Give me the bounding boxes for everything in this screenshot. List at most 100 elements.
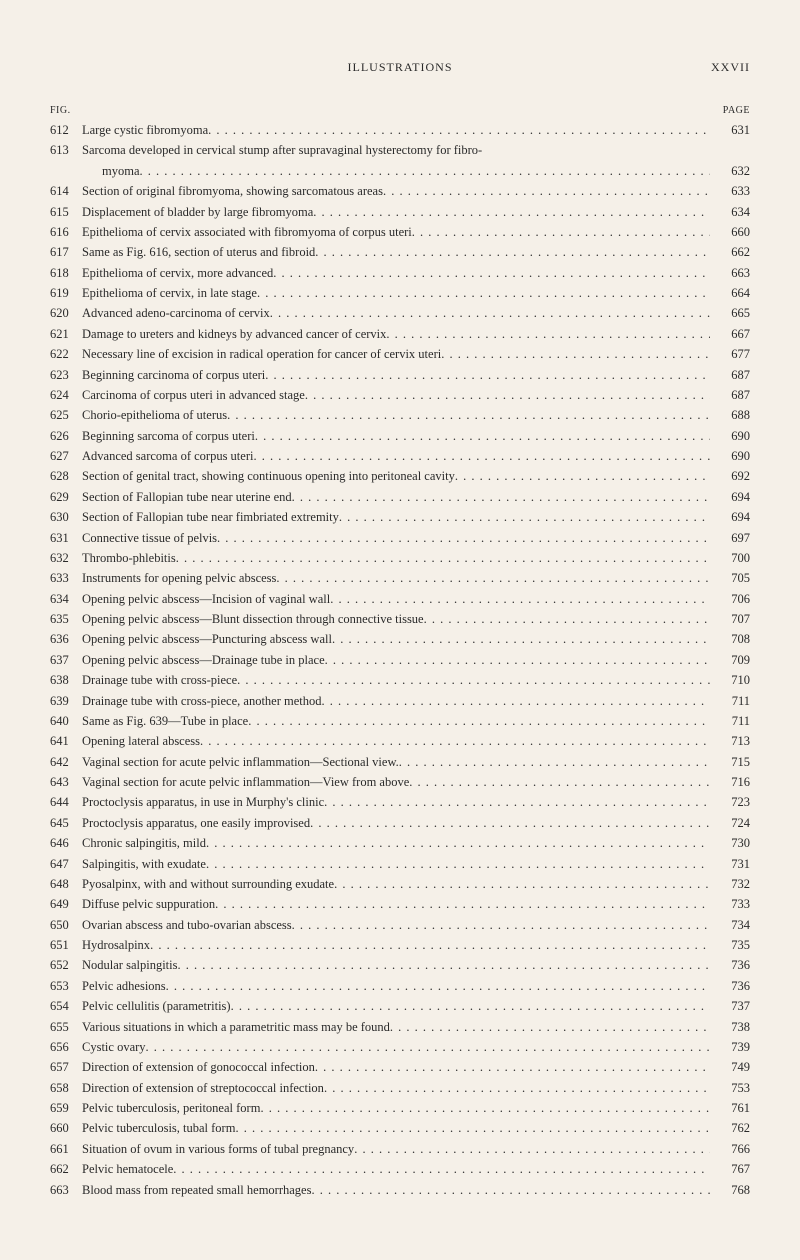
list-item: 644 Proctoclysis apparatus, in use in Mu… bbox=[50, 793, 750, 812]
page-number: 687 bbox=[710, 366, 750, 385]
figure-number: 637 bbox=[50, 651, 82, 670]
list-item: 634 Opening pelvic abscess—Incision of v… bbox=[50, 590, 750, 609]
figure-number: 661 bbox=[50, 1140, 82, 1159]
figure-number: 634 bbox=[50, 590, 82, 609]
page-number: 706 bbox=[710, 590, 750, 609]
page-number: 690 bbox=[710, 427, 750, 446]
figure-number: 646 bbox=[50, 834, 82, 853]
figure-description: Epithelioma of cervix, in late stage bbox=[82, 284, 710, 303]
figure-number: 617 bbox=[50, 243, 82, 262]
figure-description: Damage to ureters and kidneys by advance… bbox=[82, 325, 710, 344]
list-item: 617 Same as Fig. 616, section of uterus … bbox=[50, 243, 750, 262]
page-number: 723 bbox=[710, 793, 750, 812]
page-number: 697 bbox=[710, 529, 750, 548]
page-number: 700 bbox=[710, 549, 750, 568]
page-number: 735 bbox=[710, 936, 750, 955]
list-item: 632 Thrombo-phlebitis 700 bbox=[50, 549, 750, 568]
list-item: 627 Advanced sarcoma of corpus uteri 690 bbox=[50, 447, 750, 466]
list-item: 636 Opening pelvic abscess—Puncturing ab… bbox=[50, 630, 750, 649]
figure-number: 642 bbox=[50, 753, 82, 772]
list-item: 654 Pelvic cellulitis (parametritis) 737 bbox=[50, 997, 750, 1016]
figure-number: 663 bbox=[50, 1181, 82, 1200]
figure-number: 648 bbox=[50, 875, 82, 894]
figure-number: 658 bbox=[50, 1079, 82, 1098]
figure-description: Sarcoma developed in cervical stump afte… bbox=[82, 141, 710, 160]
figure-description: Connective tissue of pelvis bbox=[82, 529, 710, 548]
list-item: 621 Damage to ureters and kidneys by adv… bbox=[50, 325, 750, 344]
figure-number: 638 bbox=[50, 671, 82, 690]
page-number: 749 bbox=[710, 1058, 750, 1077]
figure-description: Direction of extension of gonococcal inf… bbox=[82, 1058, 710, 1077]
page-number: 734 bbox=[710, 916, 750, 935]
figure-number: 618 bbox=[50, 264, 82, 283]
list-item: 619 Epithelioma of cervix, in late stage… bbox=[50, 284, 750, 303]
figure-description: Carcinoma of corpus uteri in advanced st… bbox=[82, 386, 710, 405]
figure-description: Chorio-epithelioma of uterus bbox=[82, 406, 710, 425]
list-item: 645 Proctoclysis apparatus, one easily i… bbox=[50, 814, 750, 833]
list-item: 640 Same as Fig. 639—Tube in place 711 bbox=[50, 712, 750, 731]
figure-description: Section of genital tract, showing contin… bbox=[82, 467, 710, 486]
figure-description: Same as Fig. 639—Tube in place bbox=[82, 712, 710, 731]
list-item: 614 Section of original fibromyoma, show… bbox=[50, 182, 750, 201]
figure-number: 622 bbox=[50, 345, 82, 364]
figure-description: Opening pelvic abscess—Drainage tube in … bbox=[82, 651, 710, 670]
page-column-label: PAGE bbox=[723, 105, 750, 116]
page-number: 660 bbox=[710, 223, 750, 242]
list-item: 638 Drainage tube with cross-piece 710 bbox=[50, 671, 750, 690]
list-item: 628 Section of genital tract, showing co… bbox=[50, 467, 750, 486]
figure-number: 654 bbox=[50, 997, 82, 1016]
page-number: 711 bbox=[710, 692, 750, 711]
page-number: 634 bbox=[710, 203, 750, 222]
figure-number: 645 bbox=[50, 814, 82, 833]
figure-description: Opening pelvic abscess—Puncturing absces… bbox=[82, 630, 710, 649]
list-item: 650 Ovarian abscess and tubo-ovarian abs… bbox=[50, 916, 750, 935]
page-number: 688 bbox=[710, 406, 750, 425]
figure-number: 660 bbox=[50, 1119, 82, 1138]
page-number: 716 bbox=[710, 773, 750, 792]
figure-number: 624 bbox=[50, 386, 82, 405]
figure-description: Section of original fibromyoma, showing … bbox=[82, 182, 710, 201]
list-item: 658 Direction of extension of streptococ… bbox=[50, 1079, 750, 1098]
list-item: 649 Diffuse pelvic suppuration 733 bbox=[50, 895, 750, 914]
figure-number: 632 bbox=[50, 549, 82, 568]
list-item: 663 Blood mass from repeated small hemor… bbox=[50, 1181, 750, 1200]
page-number: 707 bbox=[710, 610, 750, 629]
figure-number: 639 bbox=[50, 692, 82, 711]
page-number: 662 bbox=[710, 243, 750, 262]
page-number: 687 bbox=[710, 386, 750, 405]
list-item: 655 Various situations in which a parame… bbox=[50, 1018, 750, 1037]
illustrations-list: 612 Large cystic fibromyoma 631 613 Sarc… bbox=[50, 121, 750, 1200]
figure-number: 659 bbox=[50, 1099, 82, 1118]
list-item: 635 Opening pelvic abscess—Blunt dissect… bbox=[50, 610, 750, 629]
page-number: 667 bbox=[710, 325, 750, 344]
page-header: ILLUSTRATIONS XXVII bbox=[50, 60, 750, 75]
figure-number: 630 bbox=[50, 508, 82, 527]
page-number: 690 bbox=[710, 447, 750, 466]
figure-number: 631 bbox=[50, 529, 82, 548]
list-item: 646 Chronic salpingitis, mild 730 bbox=[50, 834, 750, 853]
figure-number: 657 bbox=[50, 1058, 82, 1077]
figure-description: Section of Fallopian tube near uterine e… bbox=[82, 488, 710, 507]
list-item: 618 Epithelioma of cervix, more advanced… bbox=[50, 264, 750, 283]
figure-number: 641 bbox=[50, 732, 82, 751]
figure-description: Thrombo-phlebitis bbox=[82, 549, 710, 568]
figure-description: Large cystic fibromyoma bbox=[82, 121, 710, 140]
figure-description: Beginning carcinoma of corpus uteri bbox=[82, 366, 710, 385]
figure-description: Nodular salpingitis bbox=[82, 956, 710, 975]
page-number: 705 bbox=[710, 569, 750, 588]
page-number: 663 bbox=[710, 264, 750, 283]
figure-number: 629 bbox=[50, 488, 82, 507]
figure-description: Chronic salpingitis, mild bbox=[82, 834, 710, 853]
page-number: 694 bbox=[710, 488, 750, 507]
figure-number: 623 bbox=[50, 366, 82, 385]
figure-description: Opening lateral abscess bbox=[82, 732, 710, 751]
figure-number: 647 bbox=[50, 855, 82, 874]
figure-number: 636 bbox=[50, 630, 82, 649]
figure-description: Epithelioma of cervix, more advanced bbox=[82, 264, 710, 283]
figure-description: Drainage tube with cross-piece, another … bbox=[82, 692, 710, 711]
figure-number: 615 bbox=[50, 203, 82, 222]
figure-number: 653 bbox=[50, 977, 82, 996]
figure-description: Drainage tube with cross-piece bbox=[82, 671, 710, 690]
list-item: 652 Nodular salpingitis 736 bbox=[50, 956, 750, 975]
figure-number: 613 bbox=[50, 141, 82, 160]
